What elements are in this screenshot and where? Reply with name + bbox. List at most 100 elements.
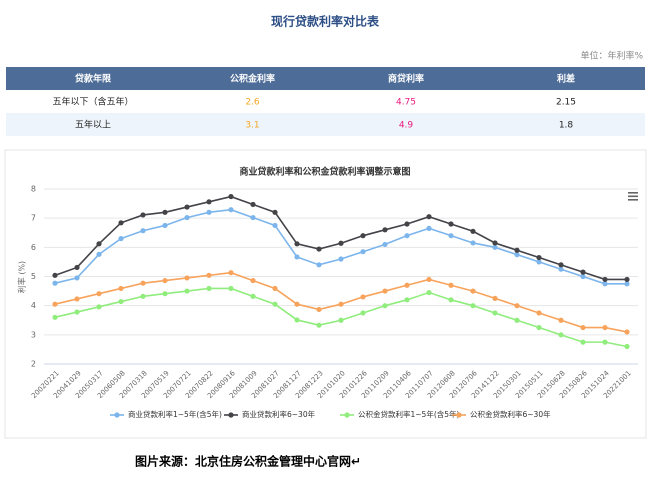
- table-header-cell: 贷款年限: [75, 73, 112, 85]
- point: [228, 193, 234, 200]
- menu-bar: [628, 195, 638, 198]
- menu-bar: [628, 192, 638, 194]
- point: [360, 310, 366, 316]
- menu-bar: [628, 199, 638, 201]
- point: [426, 276, 432, 283]
- point: [228, 270, 234, 276]
- point: [294, 301, 300, 307]
- point: [250, 277, 256, 284]
- point: [382, 303, 388, 309]
- point: [580, 273, 586, 280]
- table-header-cell: 商贷利率: [388, 73, 424, 85]
- point: [624, 281, 630, 287]
- point: [580, 324, 586, 331]
- point: [96, 241, 102, 247]
- point: [206, 285, 212, 292]
- y-tick-label: 2: [31, 360, 36, 369]
- point: [448, 233, 454, 239]
- point: [514, 303, 520, 309]
- y-axis-label: 利率 (%): [17, 261, 27, 293]
- point: [52, 314, 58, 320]
- point: [140, 228, 146, 234]
- point: [492, 310, 498, 316]
- point: [228, 285, 234, 292]
- point: [470, 228, 476, 234]
- y-tick-label: 3: [31, 330, 36, 339]
- page-title: 现行贷款利率对比表: [271, 14, 380, 29]
- y-tick-label: 8: [31, 185, 36, 194]
- point: [448, 282, 454, 288]
- point: [514, 252, 520, 258]
- legend-marker: [456, 412, 462, 418]
- chart-title: 商业贷款利率和公积金贷款利率调整示意图: [239, 166, 410, 178]
- point: [118, 220, 124, 226]
- y-tick-label: 7: [31, 214, 36, 223]
- legend-label: 商业贷款利率6~30年: [242, 409, 316, 419]
- point: [470, 288, 476, 294]
- table-row-bg: [6, 113, 645, 136]
- table-cell: 2.6: [245, 98, 260, 108]
- point: [382, 288, 388, 294]
- point: [206, 209, 212, 215]
- y-tick-label: 5: [31, 272, 36, 281]
- menu-icon[interactable]: [628, 192, 638, 201]
- point: [294, 241, 300, 247]
- y-tick-label: 6: [31, 243, 36, 252]
- point: [272, 301, 278, 307]
- table-cell: 2.15: [556, 98, 576, 108]
- point: [558, 317, 564, 323]
- point: [316, 262, 322, 268]
- point: [602, 281, 608, 287]
- point: [96, 304, 102, 310]
- table-cell: 1.8: [559, 121, 574, 131]
- point: [162, 291, 168, 297]
- point: [96, 291, 102, 297]
- point: [184, 288, 190, 294]
- point: [52, 301, 58, 307]
- table-cell: 3.1: [245, 121, 259, 131]
- y-tick-label: 4: [31, 301, 36, 310]
- point: [250, 293, 256, 299]
- point: [624, 276, 630, 283]
- point: [206, 272, 212, 278]
- point: [74, 275, 80, 281]
- point: [250, 201, 256, 208]
- point: [470, 240, 476, 246]
- legend-label: 公积金贷款利率1~5年(含5年): [358, 409, 460, 419]
- point: [316, 246, 322, 252]
- point: [536, 310, 542, 316]
- point: [536, 324, 542, 331]
- chart-frame: [4, 149, 647, 439]
- series-line: [54, 208, 627, 285]
- point: [74, 264, 80, 271]
- point: [404, 233, 410, 239]
- point: [272, 285, 278, 292]
- point: [360, 249, 366, 255]
- table-cell: 4.9: [399, 121, 414, 131]
- point: [514, 317, 520, 323]
- point: [536, 259, 542, 265]
- point: [74, 309, 80, 315]
- point: [426, 225, 432, 231]
- point: [360, 233, 366, 239]
- series-line: [54, 195, 627, 281]
- point: [448, 297, 454, 303]
- point: [382, 241, 388, 248]
- point: [382, 227, 388, 233]
- point: [338, 317, 344, 323]
- point: [96, 251, 102, 257]
- point: [316, 306, 322, 313]
- point: [536, 254, 542, 261]
- table-header-cell: 公积金利率: [230, 73, 275, 85]
- point: [580, 269, 586, 275]
- point: [448, 221, 454, 227]
- point: [118, 298, 124, 305]
- point: [558, 332, 564, 338]
- point: [206, 199, 212, 205]
- point: [52, 280, 58, 286]
- point: [492, 240, 498, 246]
- table-header-cell: 利差: [556, 73, 575, 85]
- point: [558, 262, 564, 268]
- point: [118, 285, 124, 292]
